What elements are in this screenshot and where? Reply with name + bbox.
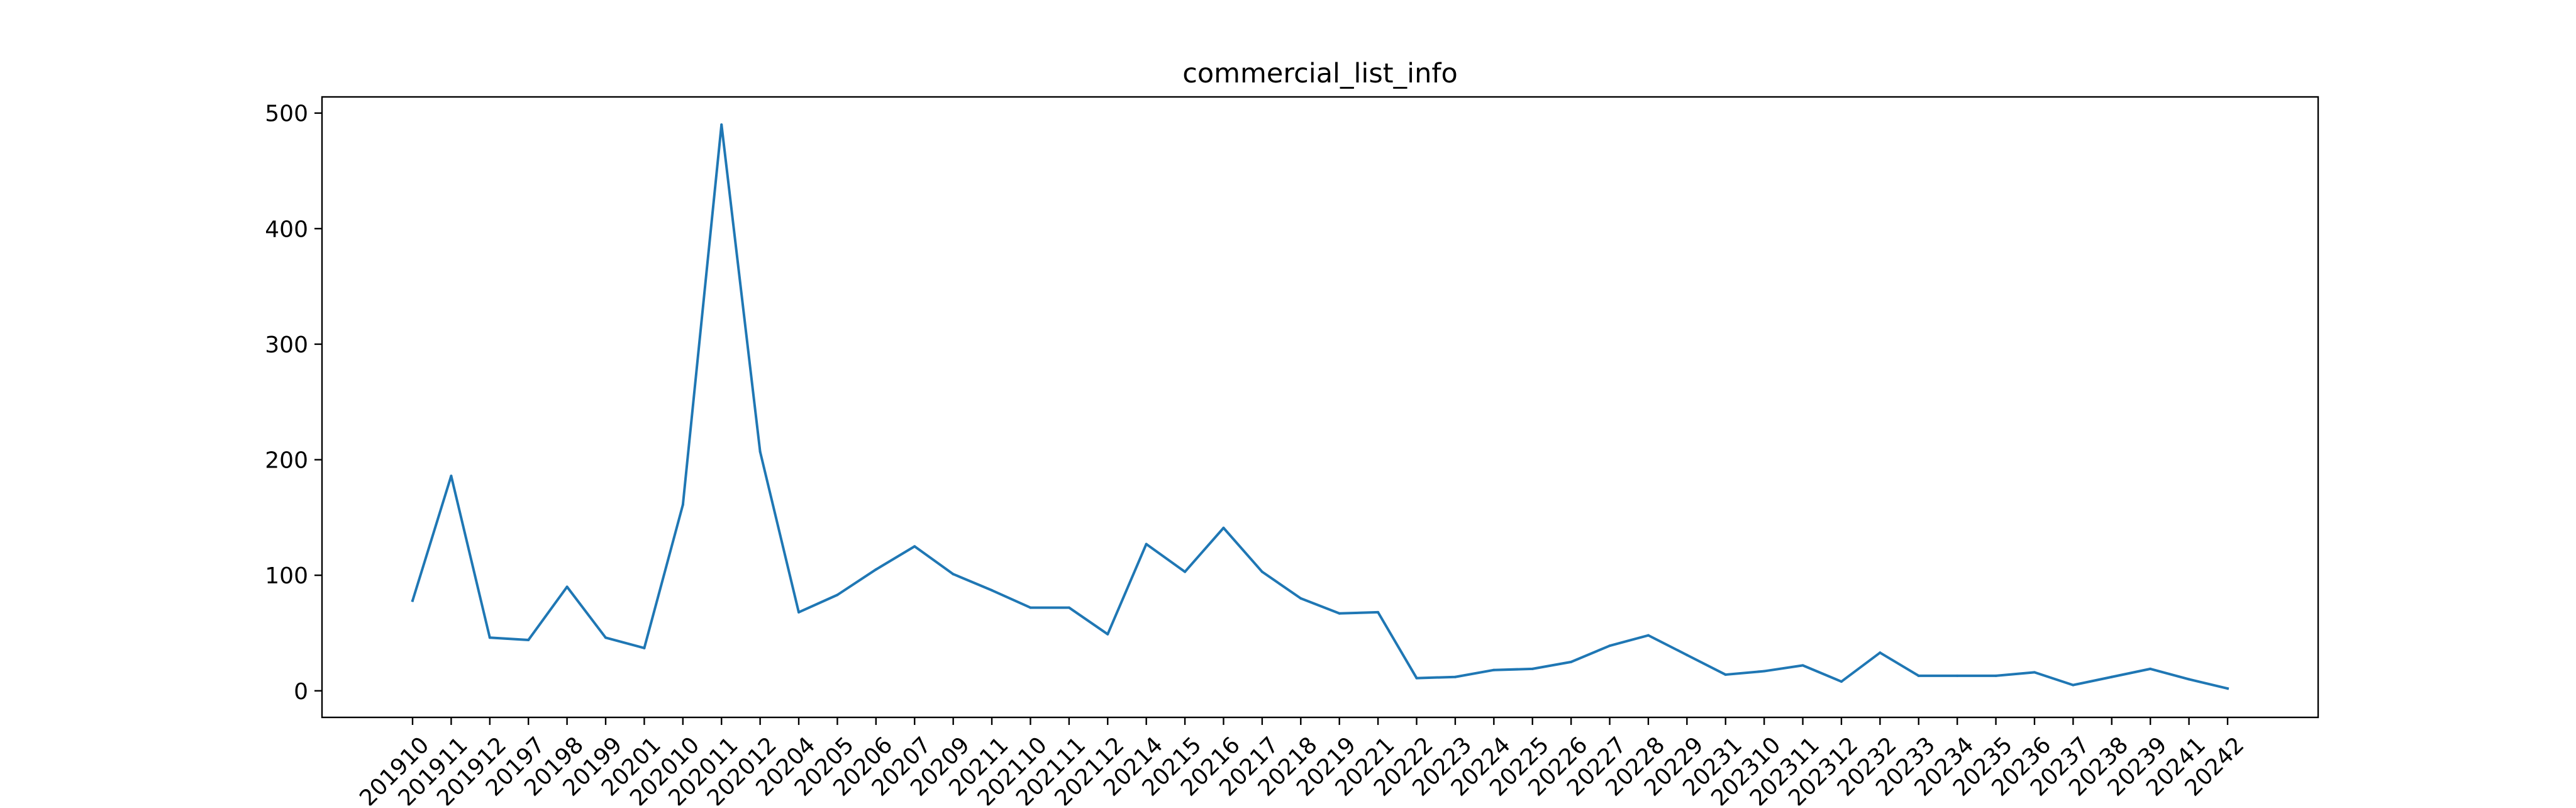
- data-point: [1763, 670, 1766, 673]
- data-point: [2187, 678, 2190, 681]
- data-point: [1608, 644, 1611, 648]
- y-axis: 0 100 200 300 400 500: [265, 101, 322, 705]
- data-point: [1260, 570, 1263, 573]
- series-layer: [411, 123, 2229, 690]
- y-tick-label: 400: [265, 216, 308, 242]
- data-point: [836, 593, 839, 597]
- data-point: [1492, 668, 1496, 671]
- data-point: [450, 474, 453, 478]
- data-point: [1646, 634, 1650, 637]
- data-point: [952, 573, 955, 576]
- data-point: [2226, 687, 2229, 690]
- data-point: [1453, 675, 1457, 678]
- data-point: [1184, 570, 1187, 573]
- data-point: [1299, 597, 1302, 600]
- data-point: [643, 646, 646, 649]
- data-point: [1879, 651, 1882, 654]
- data-point: [1994, 674, 1997, 677]
- data-point: [2033, 671, 2036, 674]
- data-point: [1840, 680, 1843, 683]
- data-point: [991, 589, 994, 592]
- data-point: [1067, 606, 1070, 609]
- data-point: [797, 610, 801, 614]
- data-point: [913, 545, 916, 548]
- plot-area: [321, 96, 2319, 719]
- data-point: [1222, 526, 1225, 529]
- data-point: [2149, 667, 2152, 670]
- series-line: [411, 123, 2229, 690]
- data-point: [565, 585, 569, 588]
- data-point: [681, 503, 684, 507]
- data-point: [1917, 674, 1920, 677]
- data-point: [1956, 674, 1959, 677]
- y-tick-label: 500: [265, 101, 308, 127]
- data-point: [411, 599, 414, 602]
- data-point: [1570, 660, 1573, 663]
- data-point: [1415, 676, 1418, 680]
- data-point: [1338, 612, 1341, 615]
- data-point: [527, 638, 530, 641]
- y-tick-label: 200: [265, 448, 308, 474]
- data-point: [1801, 664, 1804, 667]
- data-point: [758, 450, 762, 453]
- y-tick-label: 100: [265, 563, 308, 589]
- data-point: [874, 568, 877, 571]
- data-point: [1106, 632, 1109, 636]
- data-point: [2110, 675, 2113, 678]
- y-tick-label: 0: [294, 679, 308, 705]
- data-point: [1029, 606, 1032, 609]
- data-point: [720, 123, 723, 126]
- data-point: [2072, 683, 2075, 687]
- data-point: [1145, 542, 1148, 546]
- data-point: [1531, 667, 1534, 670]
- y-tick-label: 300: [265, 332, 308, 358]
- data-point: [1377, 610, 1380, 614]
- data-point: [488, 636, 491, 639]
- data-point: [1685, 653, 1689, 656]
- data-point: [1724, 673, 1727, 676]
- data-point: [604, 636, 608, 639]
- chart-title: commercial_list_info: [1182, 58, 1458, 89]
